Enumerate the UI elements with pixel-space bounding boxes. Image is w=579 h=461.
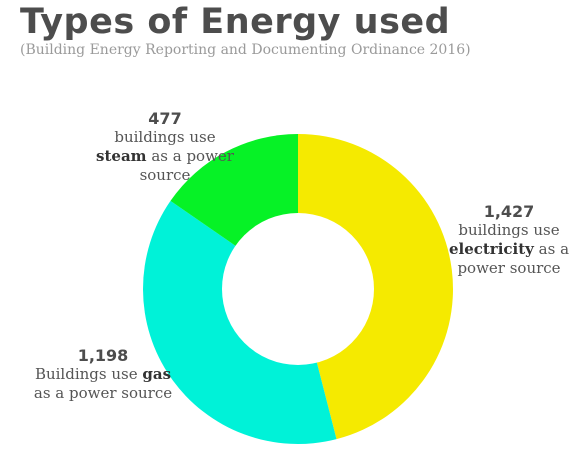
donut-hole	[222, 213, 374, 365]
annotation-gas-line3: as a power source	[33, 384, 173, 402]
annotation-electricity-line3: power source	[457, 259, 561, 277]
annotation-electricity-pre: buildings use	[458, 221, 560, 239]
annotation-gas: 1,198 Buildings use gas as a power sourc…	[28, 346, 178, 403]
annotation-gas-number: 1,198	[77, 346, 129, 365]
chart-title: Types of Energy used	[20, 2, 451, 42]
annotation-electricity-post: as a	[538, 240, 570, 258]
annotation-steam-post: as a power	[151, 147, 234, 165]
annotation-steam-pre: buildings use	[114, 128, 216, 146]
annotation-electricity-bold: electricity	[448, 240, 534, 258]
annotation-steam-line3: source	[139, 166, 191, 184]
annotation-gas-bold: gas	[142, 365, 172, 383]
annotation-electricity-number: 1,427	[483, 202, 535, 221]
chart-subtitle: (Building Energy Reporting and Documenti…	[20, 42, 471, 58]
annotation-steam-bold: steam	[96, 147, 147, 165]
slice-electricity	[298, 134, 453, 440]
annotation-gas-pre: Buildings use	[34, 365, 138, 383]
annotation-electricity: 1,427 buildings use electricity as a pow…	[444, 202, 574, 278]
annotation-steam: 477 buildings use steam as a power sourc…	[90, 109, 240, 185]
annotation-steam-number: 477	[148, 109, 182, 128]
